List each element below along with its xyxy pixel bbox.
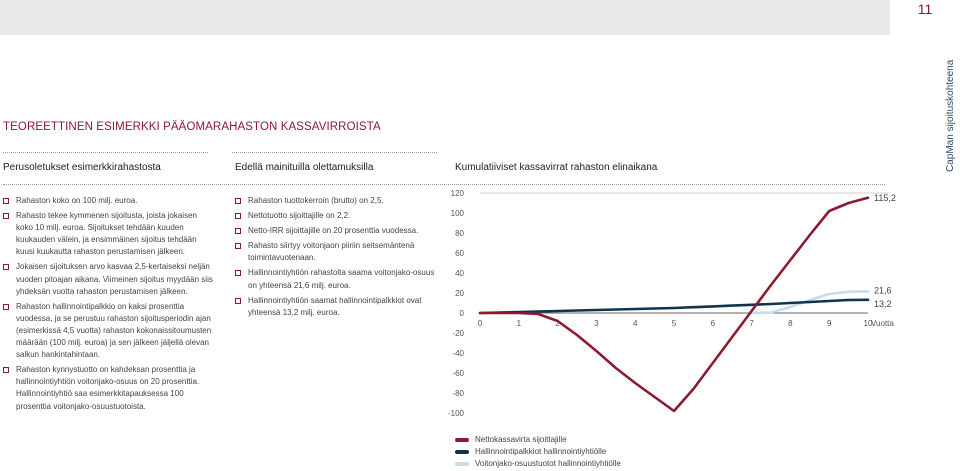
list-item: Jokaisen sijoituksen arvo kasvaa 2,5-ker… <box>3 261 215 297</box>
legend-swatch <box>455 450 469 454</box>
list-item: Rahaston koko on 100 milj. euroa. <box>3 195 215 207</box>
bullet-square-icon <box>235 198 241 204</box>
series-line-3 <box>750 290 870 315</box>
list-item: Rahaston kynnystuotto on kahdeksan prose… <box>3 364 215 412</box>
list-item-text: Rahaston tuottokerroin (brutto) on 2,5. <box>248 196 384 205</box>
legend-swatch <box>455 462 469 466</box>
legend-label: Voitonjako-osuustuotot hallinnointiyhtiö… <box>475 459 621 468</box>
x-tick-label: 2 <box>555 319 560 328</box>
bullet-square-icon <box>3 303 9 310</box>
list-item: Hallinnointiyhtiön rahastolta saama voit… <box>235 267 435 291</box>
list-item-text: Netto-IRR sijoittajille on 20 prosenttia… <box>248 226 419 236</box>
x-tick-label: 3 <box>594 319 599 328</box>
list-item-text: Rahaston hallinnointipalkkio on kaksi pr… <box>16 301 212 360</box>
y-tick-label: 60 <box>455 249 464 258</box>
series-line-1 <box>478 196 870 413</box>
list-item: Hallinnointiyhtiön saamat hallinnointipa… <box>235 295 435 319</box>
x-tick-label: 6 <box>711 319 716 328</box>
legend-label: Nettokassavirta sijoittajille <box>475 435 567 444</box>
list-item-text: Rahaston kynnystuotto on kahdeksan prose… <box>16 365 200 411</box>
y-tick-label: 20 <box>455 289 464 298</box>
x-tick-label: 4 <box>633 319 638 328</box>
list-item: Rahaston hallinnointipalkkio on kaksi pr… <box>3 301 215 361</box>
bullet-square-icon <box>235 243 241 250</box>
heading-divider <box>3 184 885 185</box>
x-tick-label: 0 <box>478 319 483 328</box>
column-heading-right: Kumulatiiviset kassavirrat rahaston elin… <box>455 162 658 173</box>
x-tick-label: 8 <box>788 319 793 328</box>
divider-left <box>3 152 208 153</box>
sidebar-section-label: CapMan sijoituskohteena <box>945 59 956 172</box>
bullet-square-icon <box>235 297 241 304</box>
y-tick-label: -100 <box>448 409 465 418</box>
legend-swatch <box>455 438 469 442</box>
left-assumptions-list: Rahaston koko on 100 milj. euroa. Rahast… <box>3 195 215 416</box>
list-item: Nettotuotto sijoittajille on 2,2. <box>235 210 435 222</box>
column-heading-left: Perusoletukset esimerkkirahastosta <box>3 162 161 173</box>
y-tick-label: 80 <box>455 229 464 238</box>
bullet-square-icon <box>3 264 9 271</box>
bullet-square-icon <box>235 228 241 235</box>
column-heading-middle: Edellä mainituilla olettamuksilla <box>235 162 374 173</box>
series-end-label: 115,2 <box>874 193 896 203</box>
page-title: TEOREETTINEN ESIMERKKI PÄÄOMARAHASTON KA… <box>3 121 381 133</box>
bullet-square-icon <box>3 367 9 374</box>
bullet-square-icon <box>3 198 9 204</box>
y-tick-label: -80 <box>452 389 464 398</box>
bullet-square-icon <box>235 270 241 277</box>
list-item-text: Rahasto siirtyy voitonjaon piiriin seits… <box>248 241 415 263</box>
list-item-text: Rahaston koko on 100 milj. euroa. <box>16 196 138 205</box>
legend-label: Hallinnointipalkkiot hallinnointiyhtiöll… <box>475 447 607 456</box>
y-tick-label: 120 <box>451 189 465 198</box>
series-line-2 <box>478 298 870 315</box>
list-item: Rahasto siirtyy voitonjaon piiriin seits… <box>235 240 435 264</box>
x-tick-label: 9 <box>827 319 832 328</box>
middle-results-list: Rahaston tuottokerroin (brutto) on 2,5. … <box>235 195 435 322</box>
bullet-square-icon <box>235 213 241 220</box>
list-item-text: Hallinnointiyhtiön rahastolta saama voit… <box>248 268 435 290</box>
list-item: Rahaston tuottokerroin (brutto) on 2,5. <box>235 195 435 207</box>
list-item-text: Jokaisen sijoituksen arvo kasvaa 2,5-ker… <box>16 262 213 296</box>
x-axis-label: Vuotta <box>871 319 894 328</box>
page-number-text: 11 <box>917 1 933 17</box>
series-end-label: 13,2 <box>874 299 892 309</box>
chart-legend: Nettokassavirta sijoittajille Hallinnoin… <box>455 434 621 470</box>
page-number: 11 <box>890 0 960 35</box>
y-tick-label: 40 <box>455 269 464 278</box>
x-tick-label: 5 <box>672 319 677 328</box>
y-tick-label: 100 <box>451 209 465 218</box>
legend-item: Hallinnointipalkkiot hallinnointiyhtiöll… <box>455 446 621 458</box>
legend-item: Voitonjako-osuustuotot hallinnointiyhtiö… <box>455 458 621 470</box>
x-tick-label: 1 <box>517 319 522 328</box>
list-item-text: Nettotuotto sijoittajille on 2,2. <box>248 211 351 221</box>
divider-middle <box>232 152 437 153</box>
y-tick-label: 0 <box>460 309 465 318</box>
page-header-bar <box>0 0 890 35</box>
list-item: Rahasto tekee kymmenen sijoitusta, joist… <box>3 210 215 258</box>
cumulative-cashflow-chart: 120 100 80 60 40 20 0 -20 -40 -60 -80 -100 0 1 2 3 4 5 6 7 8… <box>448 189 896 418</box>
y-tick-label: -20 <box>452 329 464 338</box>
x-tick-label: 10 <box>864 319 873 328</box>
series-end-label: 21,6 <box>874 285 892 295</box>
list-item-text: Hallinnointiyhtiön saamat hallinnointipa… <box>248 295 422 317</box>
x-tick-label: 7 <box>749 319 754 328</box>
legend-item: Nettokassavirta sijoittajille <box>455 434 621 446</box>
y-tick-label: -40 <box>452 349 464 358</box>
list-item-text: Rahasto tekee kymmenen sijoitusta, joist… <box>16 211 197 257</box>
bullet-square-icon <box>3 213 9 220</box>
list-item: Netto-IRR sijoittajille on 20 prosenttia… <box>235 225 435 237</box>
y-tick-label: -60 <box>452 369 464 378</box>
